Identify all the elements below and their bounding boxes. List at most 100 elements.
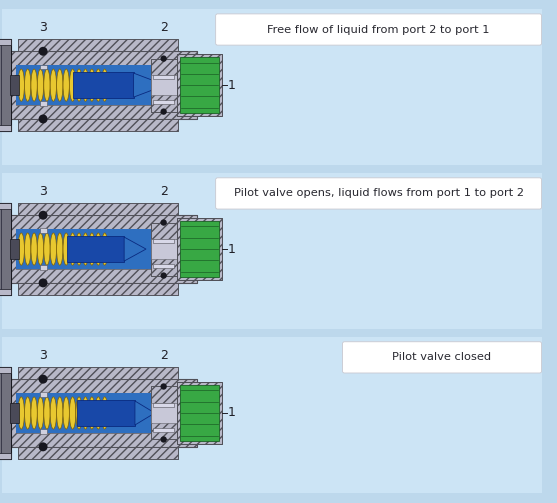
Ellipse shape	[18, 233, 25, 265]
Bar	[8, 51, 197, 119]
Ellipse shape	[37, 397, 43, 429]
Text: Free flow of liquid from port 2 to port 1: Free flow of liquid from port 2 to port …	[267, 25, 490, 35]
Ellipse shape	[44, 397, 50, 429]
Bar	[0, 44, 11, 126]
Text: 1: 1	[228, 78, 236, 92]
Bar	[0, 367, 11, 373]
Text: 3: 3	[39, 349, 47, 362]
Text: 1: 1	[228, 242, 236, 256]
Ellipse shape	[63, 69, 69, 101]
Ellipse shape	[63, 397, 69, 429]
Ellipse shape	[95, 69, 101, 101]
Bar	[177, 54, 222, 116]
FancyBboxPatch shape	[216, 14, 541, 45]
Ellipse shape	[50, 233, 56, 265]
Bar	[179, 221, 219, 277]
Ellipse shape	[50, 397, 56, 429]
FancyBboxPatch shape	[216, 178, 541, 209]
Polygon shape	[124, 237, 146, 261]
Ellipse shape	[82, 69, 89, 101]
Bar	[40, 228, 47, 233]
Ellipse shape	[89, 397, 95, 429]
Bar	[8, 379, 197, 447]
Bar	[0, 208, 11, 290]
Bar	[18, 447, 178, 459]
Bar	[18, 447, 178, 459]
Bar	[18, 119, 178, 131]
Text: 2: 2	[160, 349, 168, 362]
Bar	[18, 367, 178, 379]
Bar	[177, 54, 222, 116]
Bar	[150, 386, 177, 440]
Bar	[18, 203, 178, 215]
Polygon shape	[135, 401, 155, 425]
Ellipse shape	[101, 233, 108, 265]
Bar	[40, 101, 47, 106]
Text: 3: 3	[39, 185, 47, 198]
Ellipse shape	[57, 233, 63, 265]
Bar	[177, 382, 222, 444]
Ellipse shape	[70, 397, 76, 429]
Ellipse shape	[89, 233, 95, 265]
Ellipse shape	[76, 233, 82, 265]
Ellipse shape	[50, 69, 56, 101]
Ellipse shape	[82, 397, 89, 429]
Bar	[8, 51, 197, 119]
Ellipse shape	[63, 233, 69, 265]
Bar	[153, 75, 174, 79]
Bar	[0, 39, 11, 45]
Bar	[18, 283, 178, 295]
Text: 2: 2	[160, 21, 168, 34]
Ellipse shape	[44, 69, 50, 101]
Bar	[40, 64, 47, 69]
Bar	[153, 403, 174, 406]
Circle shape	[38, 47, 47, 56]
Bar	[153, 428, 174, 432]
Ellipse shape	[37, 69, 43, 101]
Ellipse shape	[31, 69, 37, 101]
Ellipse shape	[95, 397, 101, 429]
Bar	[18, 39, 178, 51]
Bar	[150, 75, 177, 95]
Ellipse shape	[25, 233, 31, 265]
Bar	[177, 218, 222, 280]
Circle shape	[38, 279, 47, 287]
Circle shape	[160, 436, 167, 443]
Bar	[150, 222, 177, 276]
Ellipse shape	[95, 233, 101, 265]
Bar	[0, 453, 11, 459]
Circle shape	[160, 383, 167, 390]
Bar	[179, 57, 219, 113]
Text: Pilot valve opens, liquid flows from port 1 to port 2: Pilot valve opens, liquid flows from por…	[233, 189, 524, 199]
Text: Pilot valve closed: Pilot valve closed	[393, 353, 492, 362]
Bar	[150, 386, 177, 440]
Bar	[0, 39, 11, 131]
Ellipse shape	[25, 69, 31, 101]
Circle shape	[38, 375, 47, 384]
Bar	[0, 203, 11, 209]
Ellipse shape	[18, 69, 25, 101]
Ellipse shape	[82, 233, 89, 265]
Ellipse shape	[101, 69, 108, 101]
Bar	[18, 119, 178, 131]
Ellipse shape	[101, 397, 108, 429]
Bar	[0, 367, 11, 459]
Text: 1: 1	[228, 406, 236, 420]
Ellipse shape	[57, 69, 63, 101]
Bar	[16, 393, 189, 433]
Bar	[177, 218, 222, 280]
Bar	[0, 125, 11, 131]
Ellipse shape	[44, 233, 50, 265]
Bar	[77, 400, 135, 427]
Polygon shape	[134, 73, 165, 97]
Bar	[179, 385, 219, 441]
Bar	[10, 403, 19, 423]
Bar	[10, 75, 19, 95]
Bar	[8, 379, 197, 447]
Circle shape	[160, 272, 167, 279]
Bar	[16, 229, 151, 269]
Bar	[10, 239, 19, 259]
Bar	[18, 203, 178, 215]
Circle shape	[160, 109, 167, 115]
Ellipse shape	[25, 397, 31, 429]
